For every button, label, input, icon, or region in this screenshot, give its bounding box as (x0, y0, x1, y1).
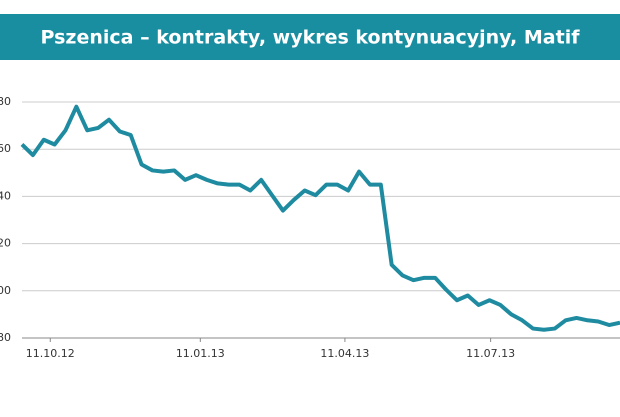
y-tick-label: 260 (0, 142, 11, 155)
x-tick-label: 11.01.13 (176, 347, 225, 360)
x-tick-label: 11.04.13 (320, 347, 369, 360)
x-tick-label: 11.10.12 (26, 347, 75, 360)
chart-title: Pszenica – kontrakty, wykres kontynuacyj… (41, 27, 581, 49)
y-tick-label: 200 (0, 284, 11, 297)
y-tick-label: 220 (0, 237, 11, 250)
title-banner (0, 14, 620, 60)
y-tick-label: 180 (0, 331, 11, 344)
y-tick-label: 280 (0, 95, 11, 108)
y-tick-label: 240 (0, 189, 11, 202)
price-line (20, 104, 620, 332)
x-tick-label: 11.07.13 (466, 347, 515, 360)
